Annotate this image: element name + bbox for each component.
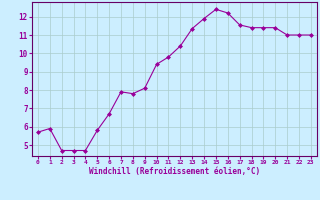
X-axis label: Windchill (Refroidissement éolien,°C): Windchill (Refroidissement éolien,°C) xyxy=(89,167,260,176)
